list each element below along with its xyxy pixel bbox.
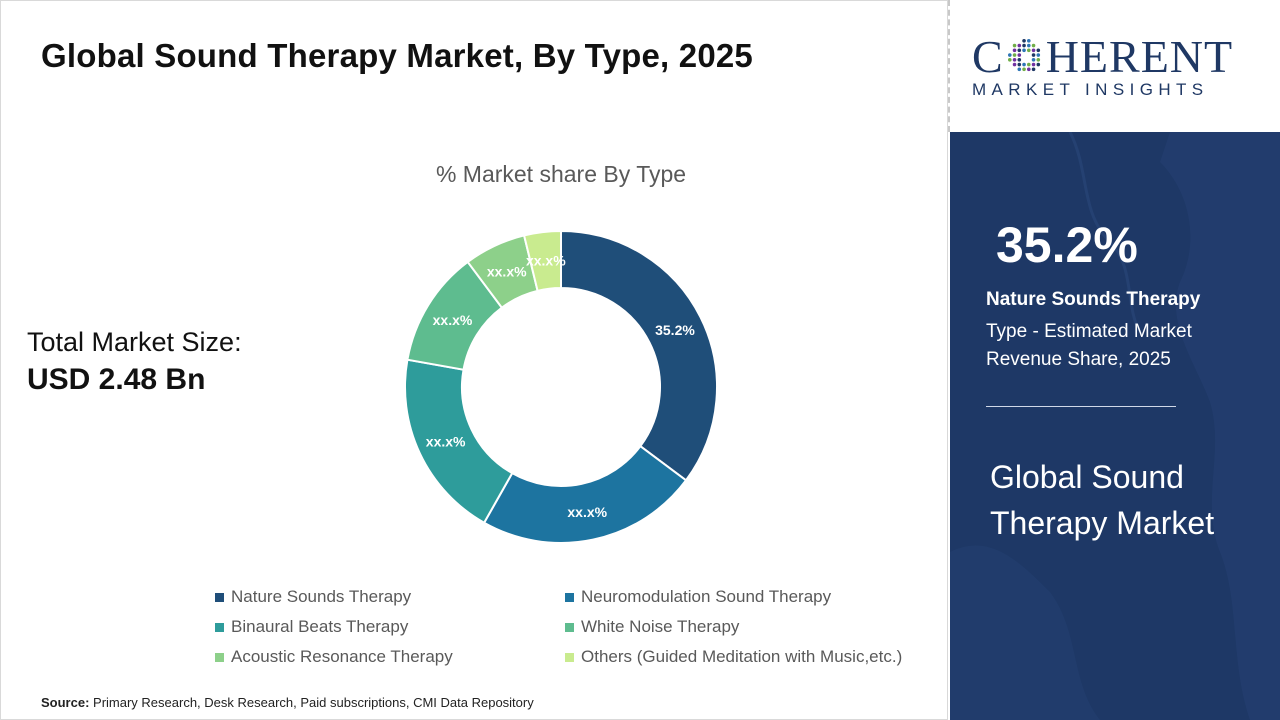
legend-item: Neuromodulation Sound Therapy bbox=[565, 587, 935, 607]
legend-label: Others (Guided Meditation with Music,etc… bbox=[581, 647, 903, 666]
company-logo: C HERENT MARKET INSIGHTS bbox=[950, 0, 1280, 132]
globe-dot bbox=[1012, 62, 1017, 67]
chart-panel: Global Sound Therapy Market, By Type, 20… bbox=[0, 0, 948, 720]
globe-dot bbox=[1031, 67, 1036, 72]
highlight-segment-name: Nature Sounds Therapy bbox=[986, 289, 1201, 310]
globe-dot bbox=[1021, 67, 1026, 72]
logo-word-start: C bbox=[972, 31, 1004, 82]
panel-market-name: Global Sound Therapy Market bbox=[990, 459, 1215, 541]
slice-data-label: xx.x% bbox=[426, 433, 466, 449]
globe-dot bbox=[1036, 48, 1040, 53]
slice-data-label: xx.x% bbox=[433, 312, 473, 328]
globe-dot bbox=[1012, 48, 1017, 53]
globe-dot bbox=[1007, 57, 1012, 62]
highlight-description: Type - Estimated Market Revenue Share, 2… bbox=[986, 321, 1192, 370]
globe-dot bbox=[1012, 53, 1017, 57]
globe-dot bbox=[1012, 57, 1017, 62]
globe-dot bbox=[1021, 48, 1026, 53]
legend-swatch bbox=[215, 592, 224, 602]
legend-label: White Noise Therapy bbox=[581, 617, 740, 636]
globe-dot bbox=[1021, 43, 1026, 48]
legend-label: Acoustic Resonance Therapy bbox=[231, 647, 453, 666]
donut-slice bbox=[522, 229, 562, 293]
legend-swatch bbox=[565, 592, 574, 602]
globe-dot bbox=[1026, 48, 1031, 53]
legend-swatch bbox=[565, 652, 574, 662]
highlight-value: 35.2% bbox=[996, 217, 1138, 273]
source-note: Source: Primary Research, Desk Research,… bbox=[41, 695, 534, 710]
globe-dot bbox=[1026, 38, 1031, 43]
globe-dot bbox=[1012, 43, 1017, 48]
globe-dot bbox=[1021, 62, 1026, 67]
globe-dot bbox=[1031, 43, 1036, 48]
globe-dot bbox=[1031, 57, 1036, 62]
logo-wordmark: C HERENT bbox=[972, 30, 1233, 83]
globe-dot bbox=[1031, 62, 1036, 67]
highlight-panel: 35.2% Nature Sounds Therapy Type - Estim… bbox=[950, 132, 1280, 720]
legend-item: Nature Sounds Therapy bbox=[215, 587, 565, 607]
page-title: Global Sound Therapy Market, By Type, 20… bbox=[41, 37, 753, 74]
globe-dot bbox=[1036, 57, 1040, 62]
slice-data-label: xx.x% bbox=[526, 252, 566, 268]
globe-dot bbox=[1017, 62, 1021, 67]
logo-word-end: HERENT bbox=[1045, 31, 1234, 82]
divider-line bbox=[948, 0, 950, 132]
panel-divider bbox=[986, 406, 1176, 407]
source-text: Primary Research, Desk Research, Paid su… bbox=[89, 695, 534, 710]
globe-dot bbox=[1031, 48, 1036, 53]
legend-label: Nature Sounds Therapy bbox=[231, 587, 412, 606]
legend-swatch bbox=[565, 622, 574, 632]
chart-legend: Nature Sounds Therapy Neuromodulation Sou… bbox=[215, 587, 935, 667]
legend-item: Binaural Beats Therapy bbox=[215, 617, 565, 637]
map-texture-icon bbox=[950, 132, 1280, 720]
globe-dot bbox=[1031, 53, 1036, 57]
globe-dot bbox=[1036, 62, 1040, 67]
donut-slice bbox=[560, 229, 718, 482]
globe-dot bbox=[1026, 62, 1031, 67]
globe-dot bbox=[1026, 67, 1031, 72]
legend-item: White Noise Therapy bbox=[565, 617, 935, 637]
source-label: Source: bbox=[41, 695, 90, 710]
legend-item: Others (Guided Meditation with Music,etc… bbox=[565, 647, 935, 667]
globe-dots-icon bbox=[1007, 38, 1040, 72]
globe-dot bbox=[1021, 38, 1026, 43]
globe-dot bbox=[1017, 48, 1021, 53]
donut-chart: 35.2%xx.x%xx.x%xx.x%xx.x%xx.x% bbox=[404, 229, 718, 544]
market-size-label: Total Market Size: bbox=[27, 327, 242, 357]
market-size-value: USD 2.48 Bn bbox=[27, 363, 206, 396]
legend-label: Neuromodulation Sound Therapy bbox=[581, 587, 832, 606]
globe-dot bbox=[1017, 57, 1021, 62]
globe-dot bbox=[1017, 53, 1021, 57]
globe-dot bbox=[1017, 43, 1021, 48]
slice-data-label: 35.2% bbox=[655, 322, 695, 338]
legend-swatch bbox=[215, 622, 224, 632]
slice-data-label: xx.x% bbox=[487, 264, 527, 280]
donut-slice bbox=[482, 444, 688, 544]
legend-label: Binaural Beats Therapy bbox=[231, 617, 409, 636]
legend-swatch bbox=[215, 652, 224, 662]
chart-title: % Market share By Type bbox=[435, 161, 687, 187]
slice-data-label: xx.x% bbox=[567, 504, 607, 520]
legend-item: Acoustic Resonance Therapy bbox=[215, 647, 565, 667]
logo-subtitle: MARKET INSIGHTS bbox=[972, 80, 1209, 99]
globe-dot bbox=[1017, 67, 1021, 72]
globe-dot bbox=[1026, 43, 1031, 48]
globe-dot bbox=[1007, 53, 1012, 57]
globe-dot bbox=[1036, 53, 1040, 57]
